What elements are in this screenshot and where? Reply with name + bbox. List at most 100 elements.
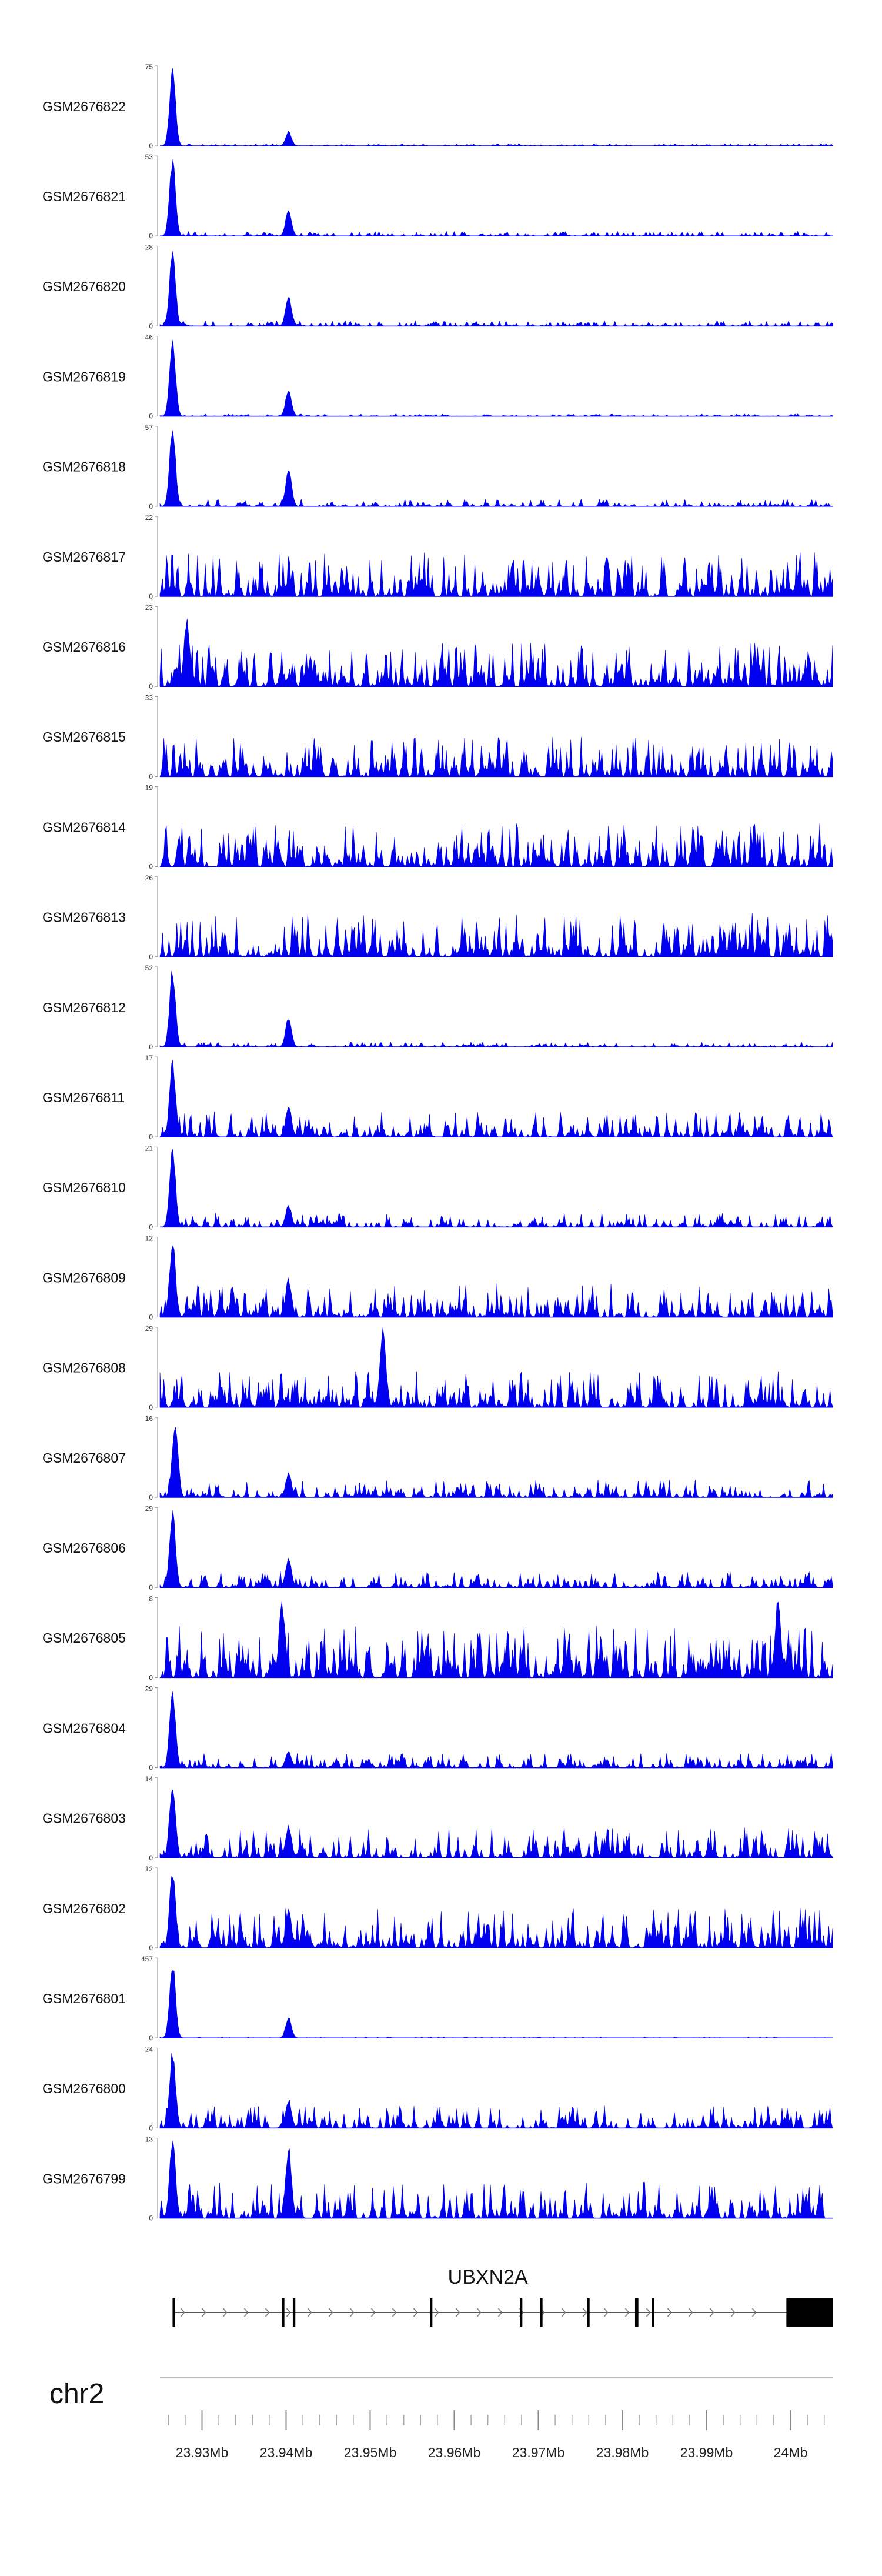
ymax-label: 12 [145,1865,153,1873]
strand-arrow [709,2308,714,2317]
x-tick-label: 23.99Mb [680,2445,733,2460]
genome-axis: chr2 23.93Mb 23.94Mb 23.95Mb 23.96Mb 23.97Mb… [49,2377,833,2460]
track-label: GSM2676807 [42,1450,126,1466]
strand-arrow [243,2308,249,2317]
ymax-label: 17 [145,1054,153,1062]
coverage-area [159,1876,833,1949]
ymin-label: 0 [149,1764,153,1772]
ymin-label: 0 [149,1673,153,1681]
coverage-area [159,1244,833,1318]
track-GSM2676817: GSM2676817 22 0 [42,513,833,600]
track-GSM2676813: GSM2676813 26 0 [42,874,833,961]
track-label: GSM2676805 [42,1630,126,1646]
track-GSM2676812: GSM2676812 52 0 [42,964,833,1051]
axis-ticks: 23.93Mb 23.94Mb 23.95Mb 23.96Mb 23.97Mb 23.98… [168,2410,825,2460]
x-tick-label: 23.94Mb [260,2445,313,2460]
gene-exon [430,2298,433,2327]
coverage-area [159,2140,833,2219]
ymax-label: 53 [145,153,153,161]
ymin-label: 0 [149,682,153,690]
track-label: GSM2676808 [42,1360,126,1376]
track-label: GSM2676819 [42,369,126,384]
track-label: GSM2676802 [42,1901,126,1916]
x-tick-label: 24Mb [774,2445,808,2460]
ymin-label: 0 [149,2214,153,2223]
ymax-label: 75 [145,63,153,71]
track-label: GSM2676814 [42,819,126,835]
strand-arrow [286,2308,291,2317]
coverage-area [159,913,833,957]
ymin-label: 0 [149,142,153,150]
ymin-label: 0 [149,1133,153,1141]
track-label: GSM2676799 [42,2171,126,2186]
coverage-area [159,68,833,146]
track-label: GSM2676821 [42,189,126,204]
track-GSM2676803: GSM2676803 14 0 [42,1775,833,1862]
gene-exon [540,2298,543,2327]
strand-arrow [413,2308,418,2317]
coverage-area [159,1601,833,1679]
gene-exon [292,2298,296,2327]
track-GSM2676814: GSM2676814 19 0 [42,784,833,871]
coverage-area [159,1789,833,1858]
coverage-area [159,1148,833,1228]
track-GSM2676804: GSM2676804 29 0 [42,1685,833,1772]
strand-arrow [667,2308,672,2317]
ymin-label: 0 [149,412,153,421]
gene-exon [587,2298,590,2327]
x-tick-label: 23.96Mb [428,2445,481,2460]
coverage-area [159,251,833,326]
track-label: GSM2676818 [42,459,126,475]
track-label: GSM2676806 [42,1540,126,1556]
coverage-area [159,970,833,1047]
track-label: GSM2676803 [42,1811,126,1826]
ymax-label: 33 [145,693,153,702]
coverage-area [159,430,833,507]
ymin-label: 0 [149,592,153,600]
coverage-area [159,159,833,236]
ymax-label: 23 [145,603,153,612]
coverage-area [159,1691,833,1769]
track-GSM2676806: GSM2676806 29 0 [42,1504,833,1591]
ymax-label: 12 [145,1234,153,1243]
ymax-label: 26 [145,874,153,882]
coverage-area [159,1327,833,1408]
gene-exon [520,2298,523,2327]
track-label: GSM2676804 [42,1720,126,1736]
track-GSM2676811: GSM2676811 17 0 [42,1054,833,1141]
track-GSM2676805: GSM2676805 8 0 [42,1594,833,1681]
ymin-label: 0 [149,2034,153,2042]
ymax-label: 22 [145,513,153,522]
track-label: GSM2676817 [42,549,126,565]
track-label: GSM2676820 [42,279,126,294]
strand-arrow [603,2308,609,2317]
coverage-area [159,1427,833,1498]
track-GSM2676809: GSM2676809 12 0 [42,1234,833,1322]
coverage-area [159,737,833,778]
coverage-area [159,1510,833,1588]
strand-arrow [328,2308,333,2317]
strand-arrow [582,2308,587,2317]
track-label: GSM2676800 [42,2081,126,2096]
strand-arrow [624,2308,630,2317]
track-GSM2676819: GSM2676819 46 0 [42,333,833,421]
chromosome-label: chr2 [49,2378,104,2410]
track-label: GSM2676816 [42,639,126,655]
gene-exon [282,2298,285,2327]
x-tick-label: 23.93Mb [176,2445,229,2460]
ymin-label: 0 [149,1944,153,1952]
ymax-label: 29 [145,1504,153,1513]
track-GSM2676799: GSM2676799 13 0 [42,2135,833,2223]
ymin-label: 0 [149,1313,153,1322]
strand-arrow [561,2308,566,2317]
ymax-label: 16 [145,1414,153,1423]
ymin-label: 0 [149,772,153,780]
gene-annotation-track: UBXN2A [172,2266,833,2327]
ymax-label: 29 [145,1324,153,1333]
ymax-label: 28 [145,243,153,251]
ymin-label: 0 [149,2124,153,2132]
coverage-area [159,823,833,867]
strand-arrows [180,2308,757,2317]
ymax-label: 29 [145,1685,153,1693]
